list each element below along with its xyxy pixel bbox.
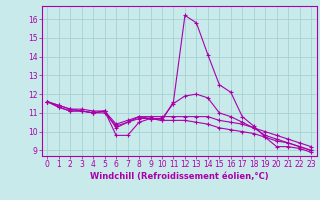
X-axis label: Windchill (Refroidissement éolien,°C): Windchill (Refroidissement éolien,°C) — [90, 172, 268, 181]
